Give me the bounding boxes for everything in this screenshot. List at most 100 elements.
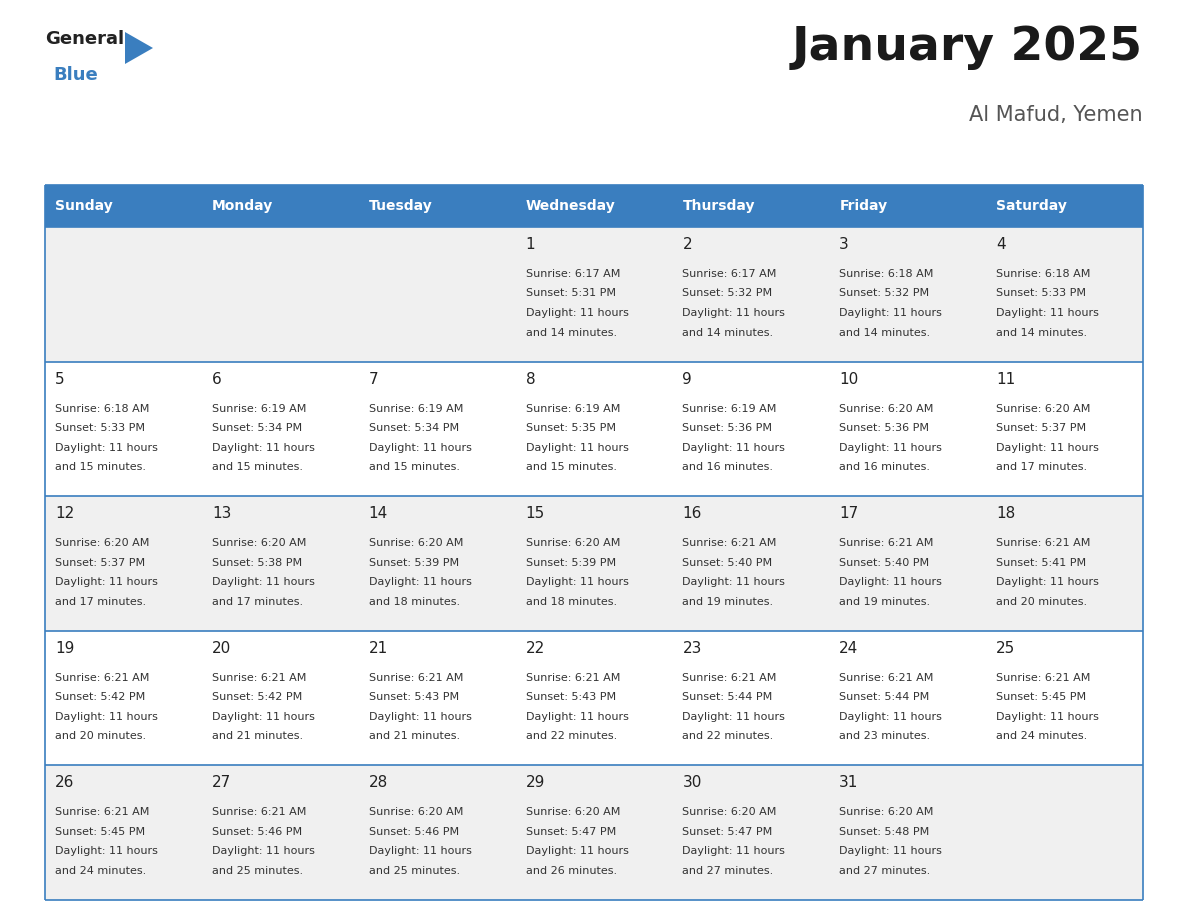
Text: Sunset: 5:34 PM: Sunset: 5:34 PM [368,423,459,433]
Text: Sunrise: 6:19 AM: Sunrise: 6:19 AM [211,404,307,414]
Text: Sunrise: 6:18 AM: Sunrise: 6:18 AM [839,269,934,279]
Text: Daylight: 11 hours: Daylight: 11 hours [997,577,1099,588]
Text: and 16 minutes.: and 16 minutes. [839,462,930,472]
Text: 28: 28 [368,776,388,790]
Text: Daylight: 11 hours: Daylight: 11 hours [997,711,1099,722]
Text: Sunset: 5:37 PM: Sunset: 5:37 PM [55,558,145,567]
Text: Sunset: 5:43 PM: Sunset: 5:43 PM [525,692,615,702]
Text: Sunset: 5:43 PM: Sunset: 5:43 PM [368,692,459,702]
Bar [516,185,672,227]
Text: and 18 minutes.: and 18 minutes. [368,597,460,607]
Text: 18: 18 [997,506,1016,521]
Text: 23: 23 [682,641,702,655]
Text: and 24 minutes.: and 24 minutes. [997,732,1087,742]
Text: Sunset: 5:37 PM: Sunset: 5:37 PM [997,423,1086,433]
Text: Sunrise: 6:20 AM: Sunrise: 6:20 AM [525,808,620,817]
Text: 9: 9 [682,372,693,386]
Text: and 19 minutes.: and 19 minutes. [682,597,773,607]
Text: Daylight: 11 hours: Daylight: 11 hours [211,577,315,588]
Text: and 20 minutes.: and 20 minutes. [997,597,1087,607]
Text: and 15 minutes.: and 15 minutes. [211,462,303,472]
Text: Sunrise: 6:17 AM: Sunrise: 6:17 AM [682,269,777,279]
Text: Sunrise: 6:21 AM: Sunrise: 6:21 AM [211,673,307,683]
Text: and 23 minutes.: and 23 minutes. [839,732,930,742]
Text: Sunset: 5:39 PM: Sunset: 5:39 PM [368,558,459,567]
Text: Sunset: 5:45 PM: Sunset: 5:45 PM [55,827,145,837]
Text: 12: 12 [55,506,74,521]
Text: Sunrise: 6:21 AM: Sunrise: 6:21 AM [682,673,777,683]
Text: 26: 26 [55,776,75,790]
Text: Sunset: 5:40 PM: Sunset: 5:40 PM [682,558,772,567]
Text: 10: 10 [839,372,859,386]
Bar [45,631,1143,766]
Text: and 18 minutes.: and 18 minutes. [525,597,617,607]
Text: and 16 minutes.: and 16 minutes. [682,462,773,472]
Text: Daylight: 11 hours: Daylight: 11 hours [525,711,628,722]
Text: 13: 13 [211,506,232,521]
Text: Sunset: 5:41 PM: Sunset: 5:41 PM [997,558,1086,567]
Text: Daylight: 11 hours: Daylight: 11 hours [682,711,785,722]
Text: Daylight: 11 hours: Daylight: 11 hours [55,577,158,588]
Text: Sunset: 5:46 PM: Sunset: 5:46 PM [211,827,302,837]
Bar [45,497,1143,631]
Text: Daylight: 11 hours: Daylight: 11 hours [839,846,942,856]
Text: Sunrise: 6:20 AM: Sunrise: 6:20 AM [55,538,150,548]
Text: and 15 minutes.: and 15 minutes. [55,462,146,472]
Text: and 19 minutes.: and 19 minutes. [839,597,930,607]
Text: Sunrise: 6:21 AM: Sunrise: 6:21 AM [997,538,1091,548]
Text: Sunset: 5:34 PM: Sunset: 5:34 PM [211,423,302,433]
Text: Daylight: 11 hours: Daylight: 11 hours [997,308,1099,318]
Text: Sunrise: 6:20 AM: Sunrise: 6:20 AM [368,808,463,817]
Text: and 14 minutes.: and 14 minutes. [682,328,773,338]
Text: Sunrise: 6:20 AM: Sunrise: 6:20 AM [839,404,934,414]
Text: Daylight: 11 hours: Daylight: 11 hours [682,308,785,318]
Text: Sunset: 5:46 PM: Sunset: 5:46 PM [368,827,459,837]
Text: Sunrise: 6:19 AM: Sunrise: 6:19 AM [682,404,777,414]
Text: Sunrise: 6:21 AM: Sunrise: 6:21 AM [211,808,307,817]
Text: Sunrise: 6:21 AM: Sunrise: 6:21 AM [525,673,620,683]
Text: 15: 15 [525,506,545,521]
Text: and 17 minutes.: and 17 minutes. [997,462,1087,472]
Text: 17: 17 [839,506,859,521]
Text: Daylight: 11 hours: Daylight: 11 hours [682,442,785,453]
Text: 19: 19 [55,641,75,655]
Text: Sunrise: 6:19 AM: Sunrise: 6:19 AM [368,404,463,414]
Text: Sunrise: 6:21 AM: Sunrise: 6:21 AM [368,673,463,683]
Text: Sunset: 5:42 PM: Sunset: 5:42 PM [55,692,145,702]
Bar [202,185,359,227]
Text: Daylight: 11 hours: Daylight: 11 hours [525,846,628,856]
Bar [45,185,202,227]
Text: Daylight: 11 hours: Daylight: 11 hours [525,442,628,453]
Text: 1: 1 [525,237,536,252]
Text: Daylight: 11 hours: Daylight: 11 hours [839,577,942,588]
Text: Daylight: 11 hours: Daylight: 11 hours [368,846,472,856]
Text: 8: 8 [525,372,536,386]
Text: and 21 minutes.: and 21 minutes. [211,732,303,742]
Text: and 15 minutes.: and 15 minutes. [525,462,617,472]
Text: and 17 minutes.: and 17 minutes. [211,597,303,607]
Text: 2: 2 [682,237,693,252]
Text: Sunset: 5:36 PM: Sunset: 5:36 PM [839,423,929,433]
Text: Sunset: 5:44 PM: Sunset: 5:44 PM [839,692,929,702]
Polygon shape [125,32,153,64]
Text: and 25 minutes.: and 25 minutes. [211,866,303,876]
Text: Daylight: 11 hours: Daylight: 11 hours [211,711,315,722]
Text: Sunset: 5:33 PM: Sunset: 5:33 PM [55,423,145,433]
Bar [829,185,986,227]
Text: Sunrise: 6:20 AM: Sunrise: 6:20 AM [997,404,1091,414]
Text: and 22 minutes.: and 22 minutes. [525,732,617,742]
Text: Daylight: 11 hours: Daylight: 11 hours [368,711,472,722]
Text: Daylight: 11 hours: Daylight: 11 hours [368,442,472,453]
Text: and 22 minutes.: and 22 minutes. [682,732,773,742]
Text: Thursday: Thursday [682,199,754,213]
Text: and 20 minutes.: and 20 minutes. [55,732,146,742]
Text: 22: 22 [525,641,545,655]
Text: 6: 6 [211,372,222,386]
Text: Daylight: 11 hours: Daylight: 11 hours [525,308,628,318]
Text: Daylight: 11 hours: Daylight: 11 hours [211,846,315,856]
Text: and 27 minutes.: and 27 minutes. [839,866,930,876]
Text: Sunrise: 6:18 AM: Sunrise: 6:18 AM [55,404,150,414]
Text: 5: 5 [55,372,64,386]
Text: Sunset: 5:47 PM: Sunset: 5:47 PM [525,827,615,837]
Text: 31: 31 [839,776,859,790]
